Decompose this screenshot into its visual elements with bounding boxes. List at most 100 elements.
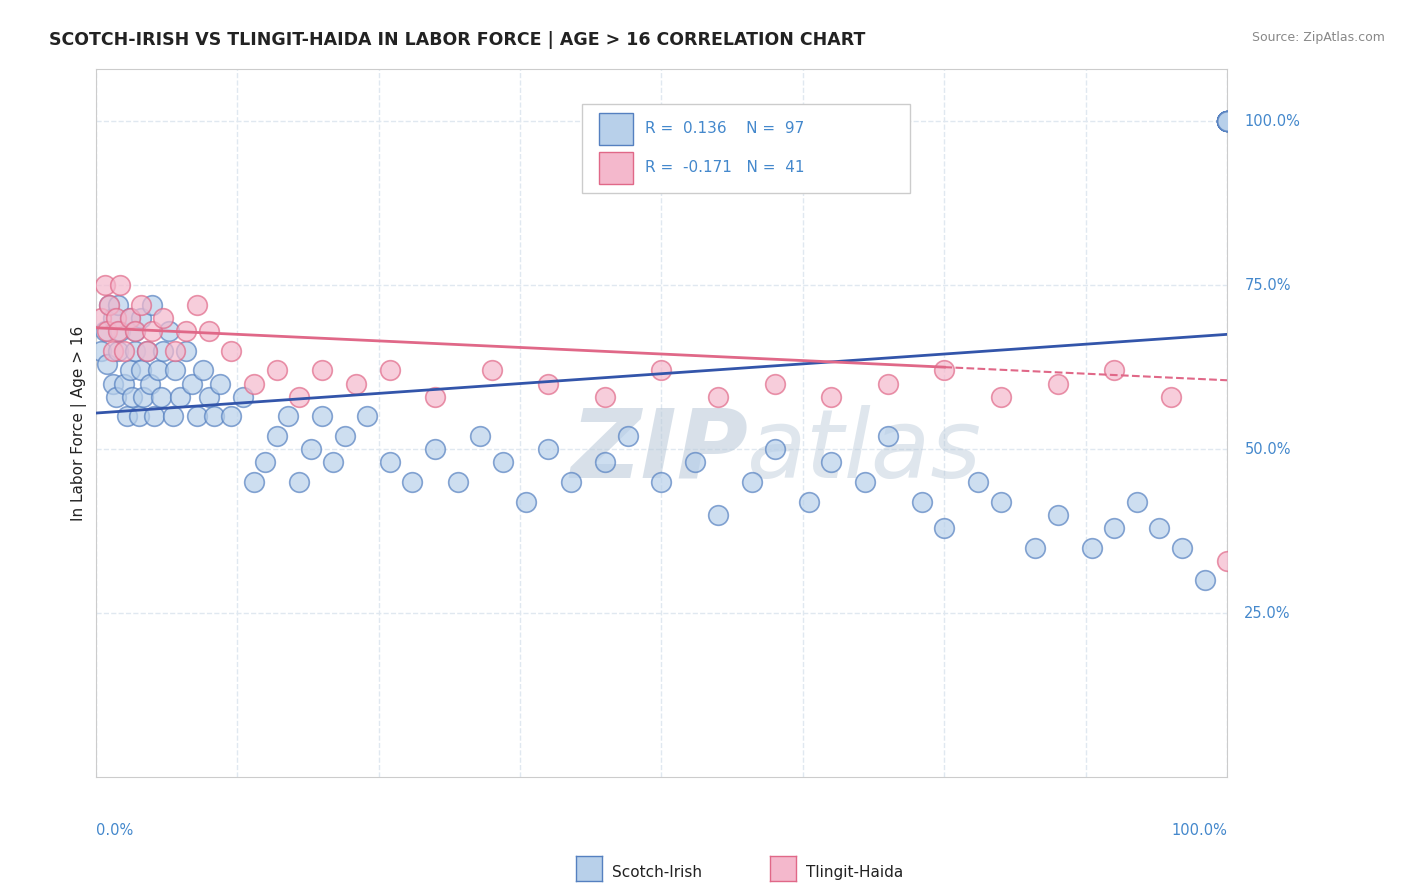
Point xyxy=(186,409,208,424)
Point xyxy=(797,494,820,508)
Point xyxy=(124,324,146,338)
Point xyxy=(423,390,446,404)
Text: 100.0%: 100.0% xyxy=(1171,823,1227,838)
Point xyxy=(93,278,115,293)
Point xyxy=(990,494,1012,508)
Point xyxy=(853,475,876,489)
Point xyxy=(1046,508,1069,522)
Point xyxy=(356,409,378,424)
Text: 75.0%: 75.0% xyxy=(1244,277,1291,293)
Point xyxy=(174,324,197,338)
Point xyxy=(98,298,121,312)
Point xyxy=(139,376,162,391)
Point xyxy=(537,442,560,457)
Point xyxy=(876,376,898,391)
Point xyxy=(129,310,152,325)
Point xyxy=(186,298,208,312)
Point xyxy=(1216,114,1239,128)
Point xyxy=(763,376,786,391)
Point xyxy=(152,310,174,325)
Point xyxy=(763,442,786,457)
Point xyxy=(135,343,157,358)
Point xyxy=(266,363,288,377)
Point xyxy=(934,363,956,377)
Point xyxy=(593,455,616,469)
Point xyxy=(104,310,127,325)
Point xyxy=(141,298,163,312)
Point xyxy=(150,390,173,404)
Point xyxy=(741,475,763,489)
Point xyxy=(243,475,266,489)
Y-axis label: In Labor Force | Age > 16: In Labor Force | Age > 16 xyxy=(72,326,87,521)
Point xyxy=(1216,114,1239,128)
Point xyxy=(1024,541,1046,555)
Point xyxy=(707,508,730,522)
Point xyxy=(121,390,143,404)
Point xyxy=(560,475,582,489)
Text: 50.0%: 50.0% xyxy=(1244,442,1291,457)
Point xyxy=(934,521,956,535)
Point xyxy=(129,363,152,377)
Point xyxy=(110,324,132,338)
Text: R =  0.136    N =  97: R = 0.136 N = 97 xyxy=(644,121,804,136)
Point xyxy=(1216,114,1239,128)
Point xyxy=(707,390,730,404)
Point xyxy=(1046,376,1069,391)
Point xyxy=(110,278,132,293)
Point xyxy=(1216,554,1239,568)
Point xyxy=(423,442,446,457)
Point xyxy=(174,343,197,358)
Point xyxy=(152,343,174,358)
Point xyxy=(135,343,157,358)
Point xyxy=(1216,114,1239,128)
Point xyxy=(197,324,219,338)
Point xyxy=(254,455,277,469)
Point xyxy=(101,376,124,391)
Text: SCOTCH-IRISH VS TLINGIT-HAIDA IN LABOR FORCE | AGE > 16 CORRELATION CHART: SCOTCH-IRISH VS TLINGIT-HAIDA IN LABOR F… xyxy=(49,31,866,49)
Point xyxy=(492,455,515,469)
Point xyxy=(98,298,121,312)
Point xyxy=(650,363,672,377)
Point xyxy=(593,390,616,404)
Point xyxy=(1080,541,1102,555)
Point xyxy=(124,343,146,358)
Point xyxy=(143,409,166,424)
Point xyxy=(221,409,243,424)
Point xyxy=(401,475,423,489)
Point xyxy=(820,455,842,469)
Point xyxy=(266,429,288,443)
Point xyxy=(650,475,672,489)
Point xyxy=(1216,114,1239,128)
Point xyxy=(967,475,990,489)
Point xyxy=(163,343,186,358)
Point xyxy=(107,343,129,358)
Text: atlas: atlas xyxy=(747,405,981,498)
Point xyxy=(1160,390,1182,404)
Bar xyxy=(599,152,633,184)
Point xyxy=(537,376,560,391)
Point xyxy=(616,429,638,443)
Text: Tlingit-Haida: Tlingit-Haida xyxy=(806,865,903,880)
Point xyxy=(1149,521,1171,535)
Point xyxy=(157,324,180,338)
Point xyxy=(104,390,127,404)
Point xyxy=(90,310,112,325)
Point xyxy=(1216,114,1239,128)
Point xyxy=(93,324,115,338)
Point xyxy=(180,376,202,391)
Point xyxy=(481,363,503,377)
Point xyxy=(333,429,356,443)
Point xyxy=(191,363,214,377)
Point xyxy=(1194,574,1216,588)
Point xyxy=(112,343,135,358)
Text: 0.0%: 0.0% xyxy=(96,823,132,838)
Point xyxy=(911,494,934,508)
Point xyxy=(101,310,124,325)
Point xyxy=(990,390,1012,404)
Point xyxy=(820,390,842,404)
Point xyxy=(124,324,146,338)
Point xyxy=(1216,114,1239,128)
Text: R =  -0.171   N =  41: R = -0.171 N = 41 xyxy=(644,161,804,175)
Point xyxy=(169,390,191,404)
Text: ZIP: ZIP xyxy=(571,405,749,498)
